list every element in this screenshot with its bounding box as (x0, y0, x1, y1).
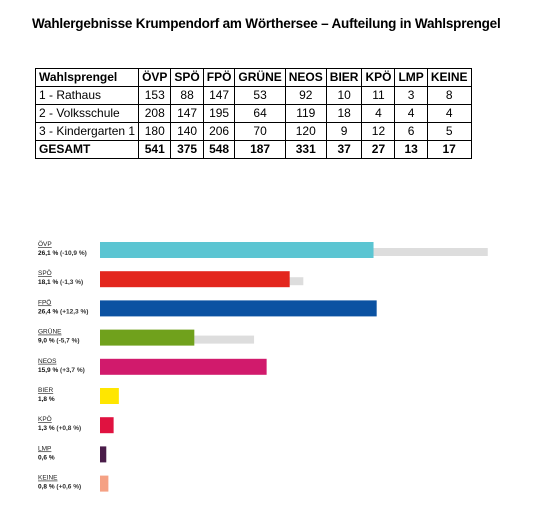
party-label: GRÜNE (38, 328, 62, 336)
change-label: (+0,6 %) (55, 484, 82, 491)
table-cell: 153 (138, 86, 172, 105)
value-label: 0,6 % (38, 454, 55, 461)
value-label: 26,4 % (+12,3 %) (38, 308, 88, 315)
table-cell: 375 (170, 140, 204, 159)
column-header: NEOS (284, 68, 327, 87)
current-result-bar (100, 446, 107, 463)
value-label: 9,0 % (-5,7 %) (38, 338, 80, 345)
table-cell: 140 (170, 122, 204, 141)
results-table: Wahlsprengel ÖVP SPÖ FPÖ GRÜNE NEOS BIER… (34, 68, 472, 159)
table-cell: 37 (325, 140, 363, 159)
change-label: (-1,3 %) (58, 279, 83, 286)
table-cell: 3 (394, 86, 428, 105)
page-title: Wahlergebnisse Krumpendorf am Wörthersee… (32, 16, 501, 31)
table-total-row: GESAMT 541 375 548 187 331 37 27 13 17 (34, 140, 472, 159)
value-label: 15,9 % (+3,7 %) (38, 367, 85, 374)
value-label: 1,8 % (38, 396, 55, 403)
current-result-bar (100, 388, 119, 404)
current-result-bar (100, 358, 267, 375)
column-header: BIER (325, 68, 363, 87)
table-row: 2 - Volksschule 208 147 195 64 119 18 4 … (34, 104, 472, 123)
current-result-bar (100, 475, 109, 492)
party-label: NEOS (38, 358, 57, 365)
table-cell: 27 (361, 140, 396, 159)
value-label: 18,1 % (-1,3 %) (38, 279, 83, 286)
table-cell: 120 (284, 122, 327, 141)
table-header-row: Wahlsprengel ÖVP SPÖ FPÖ GRÜNE NEOS BIER… (34, 68, 472, 87)
party-label: KEINE (38, 475, 58, 482)
change-label: (+0,8 %) (55, 425, 82, 432)
table-cell: 10 (325, 86, 363, 105)
party-label: KPÖ (38, 415, 52, 423)
table-cell: 119 (284, 104, 327, 123)
column-header: Wahlsprengel (34, 68, 140, 87)
current-result-bar (100, 300, 377, 317)
table-cell: 3 - Kindergarten 1 (34, 122, 140, 141)
table-cell: 206 (202, 122, 236, 141)
column-header: GRÜNE (234, 68, 286, 87)
current-result-bar (100, 329, 195, 346)
table-cell: 17 (426, 140, 472, 159)
table-cell: 187 (234, 140, 286, 159)
table-cell: GESAMT (34, 140, 140, 159)
column-header: SPÖ (170, 68, 204, 87)
change-label: (+3,7 %) (58, 367, 85, 374)
table-cell: 13 (394, 140, 428, 159)
change-label: (+12,3 %) (58, 308, 88, 315)
party-label: ÖVP (38, 240, 52, 248)
table-cell: 2 - Volksschule (34, 104, 140, 123)
current-result-bar (100, 417, 114, 434)
table-cell: 548 (202, 140, 236, 159)
party-label: BIER (38, 387, 53, 394)
value-label: 26,1 % (-10,9 %) (38, 250, 87, 257)
change-label: (-5,7 %) (55, 338, 80, 345)
party-label: SPÖ (38, 269, 52, 277)
current-result-bar (100, 271, 290, 288)
value-label: 1,3 % (+0,8 %) (38, 425, 81, 432)
table-cell: 147 (170, 104, 204, 123)
value-label: 0,8 % (+0,6 %) (38, 484, 81, 491)
change-label: (-10,9 %) (58, 250, 87, 257)
current-result-bar (100, 242, 374, 258)
party-label: LMP (38, 445, 51, 452)
table-cell: 331 (284, 140, 327, 159)
table-row: 3 - Kindergarten 1 180 140 206 70 120 9 … (34, 122, 472, 141)
party-label: FPÖ (38, 298, 51, 306)
